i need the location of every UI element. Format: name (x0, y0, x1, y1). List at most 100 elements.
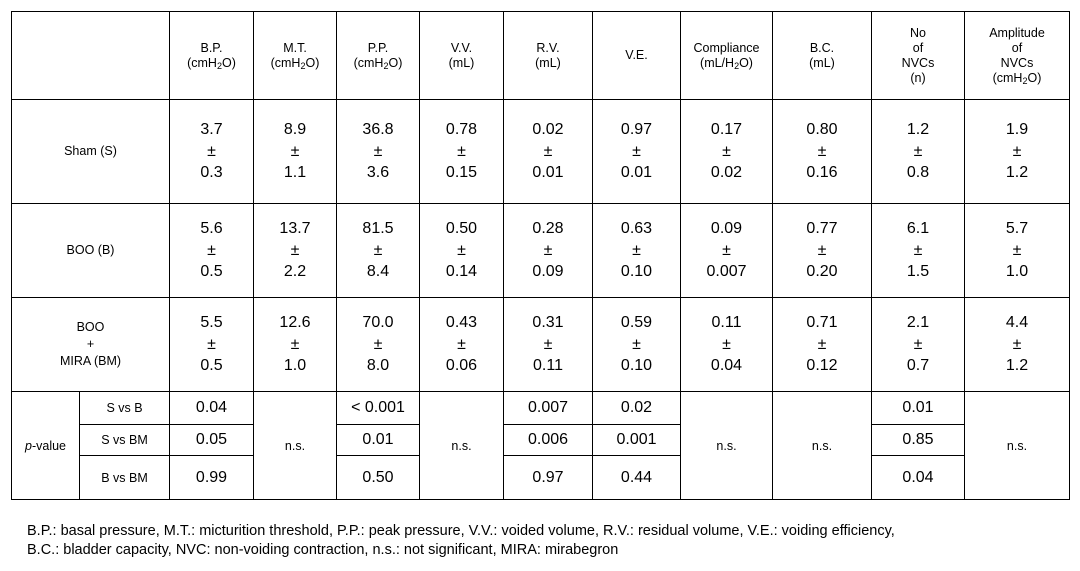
pvalue-pp: 0.50 (336, 455, 420, 500)
header-nvc-amplitude: Amplitude of NVCs (cmH2O) (964, 11, 1070, 100)
error-value: 0.12 (806, 357, 838, 375)
plus-minus-sign: ± (913, 241, 923, 259)
value-cell-rv: 0.28 ±0.09 (503, 203, 593, 298)
value-cell-nvc-amplitude: 4.4 ±1.2 (964, 297, 1070, 392)
footnote: B.P.: basal pressure, M.T.: micturition … (27, 522, 895, 560)
value-cell-nvc-amplitude: 5.7 ±1.0 (964, 203, 1070, 298)
value-cell-nvc-count: 6.1 ±1.5 (871, 203, 965, 298)
plus-minus-sign: ± (207, 241, 216, 259)
value-cell-nvc-count: 2.1 ±0.7 (871, 297, 965, 392)
plus-minus-sign: ± (543, 142, 553, 160)
plus-minus-sign: ± (290, 335, 300, 353)
pvalue-nvc-count: 0.01 (871, 391, 965, 425)
error-value: 0.11 (533, 357, 563, 375)
value-cell-mt: 13.7 ±2.2 (253, 203, 337, 298)
error-value: 0.01 (532, 164, 564, 182)
error-value: 0.10 (620, 263, 653, 281)
pvalue-rv: 0.006 (503, 424, 593, 456)
plus-minus-sign: ± (543, 335, 553, 353)
error-value: 0.09 (532, 263, 564, 281)
pvalue-bc-ns: n.s. (772, 391, 872, 500)
error-value: 0.7 (906, 357, 930, 375)
error-value: 1.0 (283, 357, 307, 375)
pvalue-nvc-amplitude-ns: n.s. (964, 391, 1070, 500)
pvalue-ve: 0.02 (592, 391, 681, 425)
header-corner (11, 11, 170, 100)
header-pp: P.P. (cmH2O) (336, 11, 420, 100)
pvalue-bp: 0.04 (169, 391, 254, 425)
pvalue-rv: 0.007 (503, 391, 593, 425)
pvalue-label: p-value (11, 391, 80, 500)
error-value: 0.06 (445, 357, 478, 375)
mean-value: 36.8 (362, 121, 394, 139)
error-value: 0.15 (445, 164, 478, 182)
error-value: 0.007 (706, 263, 747, 281)
plus-minus-sign: ± (1012, 335, 1022, 353)
error-value: 1.0 (1005, 263, 1029, 281)
error-value: 1.5 (906, 263, 930, 281)
error-value: 1.2 (1005, 357, 1029, 375)
mean-value: 81.5 (362, 220, 394, 238)
results-table: B.P. (cmH2O) M.T. (cmH2O) P.P. (cmH2O) V… (11, 11, 1070, 500)
value-cell-ve: 0.59 ±0.10 (592, 297, 681, 392)
pvalue-rv: 0.97 (503, 455, 593, 500)
mean-value: 0.80 (806, 121, 838, 139)
value-cell-ve: 0.63 ±0.10 (592, 203, 681, 298)
header-nvc-count: No of NVCs (n) (871, 11, 965, 100)
mean-value: 0.50 (445, 220, 478, 238)
mean-value: 0.09 (710, 220, 743, 238)
error-value: 0.14 (445, 263, 478, 281)
group-label: BOO + MIRA (BM) (11, 297, 170, 392)
pvalue-row-s-vs-bm: S vs BM 0.05 0.01 0.006 0.001 0.85 (12, 424, 1070, 456)
mean-value: 0.43 (445, 314, 478, 332)
mean-value: 8.9 (283, 121, 307, 139)
value-cell-vv: 0.78 ±0.15 (419, 99, 504, 204)
mean-value: 0.78 (445, 121, 478, 139)
value-cell-bc: 0.71 ±0.12 (772, 297, 872, 392)
mean-value: 4.4 (1005, 314, 1029, 332)
error-value: 0.8 (906, 164, 930, 182)
mean-value: 0.17 (710, 121, 743, 139)
value-cell-compliance: 0.11 ±0.04 (680, 297, 773, 392)
pvalue-ve: 0.001 (592, 424, 681, 456)
pvalue-mt-ns: n.s. (253, 391, 337, 500)
pvalue-vv-ns: n.s. (419, 391, 504, 500)
value-cell-bc: 0.77 ±0.20 (772, 203, 872, 298)
value-cell-bp: 5.6 ±0.5 (169, 203, 254, 298)
group-row-boo-mira: BOO + MIRA (BM) 5.5 ±0.5 12.6 ±1.0 70.0 ±8.0 0… (11, 297, 1070, 392)
plus-minus-sign: ± (457, 142, 466, 160)
error-value: 0.3 (200, 164, 223, 182)
mean-value: 13.7 (279, 220, 311, 238)
header-compliance: Compliance (mL/H2O) (680, 11, 773, 100)
pvalue-compliance-ns: n.s. (680, 391, 773, 500)
value-cell-ve: 0.97 ±0.01 (592, 99, 681, 204)
group-row-sham: Sham (S) 3.7 ±0.3 8.9 ±1.1 36.8 ±3.6 0.78 ±0.15… (11, 99, 1070, 204)
plus-minus-sign: ± (632, 142, 641, 160)
plus-minus-sign: ± (1012, 142, 1022, 160)
error-value: 8.4 (366, 263, 390, 281)
plus-minus-sign: ± (913, 142, 923, 160)
header-mt: M.T. (cmH2O) (253, 11, 337, 100)
value-cell-pp: 36.8 ±3.6 (336, 99, 420, 204)
mean-value: 1.2 (906, 121, 930, 139)
plus-minus-sign: ± (817, 142, 827, 160)
pvalue-bp: 0.99 (169, 455, 254, 500)
plus-minus-sign: ± (722, 335, 731, 353)
plus-minus-sign: ± (817, 241, 827, 259)
error-value: 3.6 (366, 164, 390, 182)
value-cell-rv: 0.31 ±0.11 (503, 297, 593, 392)
header-bc: B.C. (mL) (772, 11, 872, 100)
mean-value: 5.7 (1005, 220, 1029, 238)
mean-value: 0.28 (532, 220, 564, 238)
value-cell-pp: 81.5 ±8.4 (336, 203, 420, 298)
comparison-label: S vs B (79, 391, 170, 425)
value-cell-mt: 12.6 ±1.0 (253, 297, 337, 392)
mean-value: 0.31 (532, 314, 564, 332)
plus-minus-sign: ± (457, 335, 466, 353)
plus-minus-sign: ± (290, 142, 300, 160)
value-cell-vv: 0.50 ±0.14 (419, 203, 504, 298)
pvalue-row-s-vs-b: p-value S vs B 0.04 n.s. < 0.001 n.s. 0.… (11, 391, 1070, 500)
error-value: 0.5 (200, 357, 223, 375)
error-value: 0.02 (710, 164, 743, 182)
header-ve: V.E. (592, 11, 681, 100)
